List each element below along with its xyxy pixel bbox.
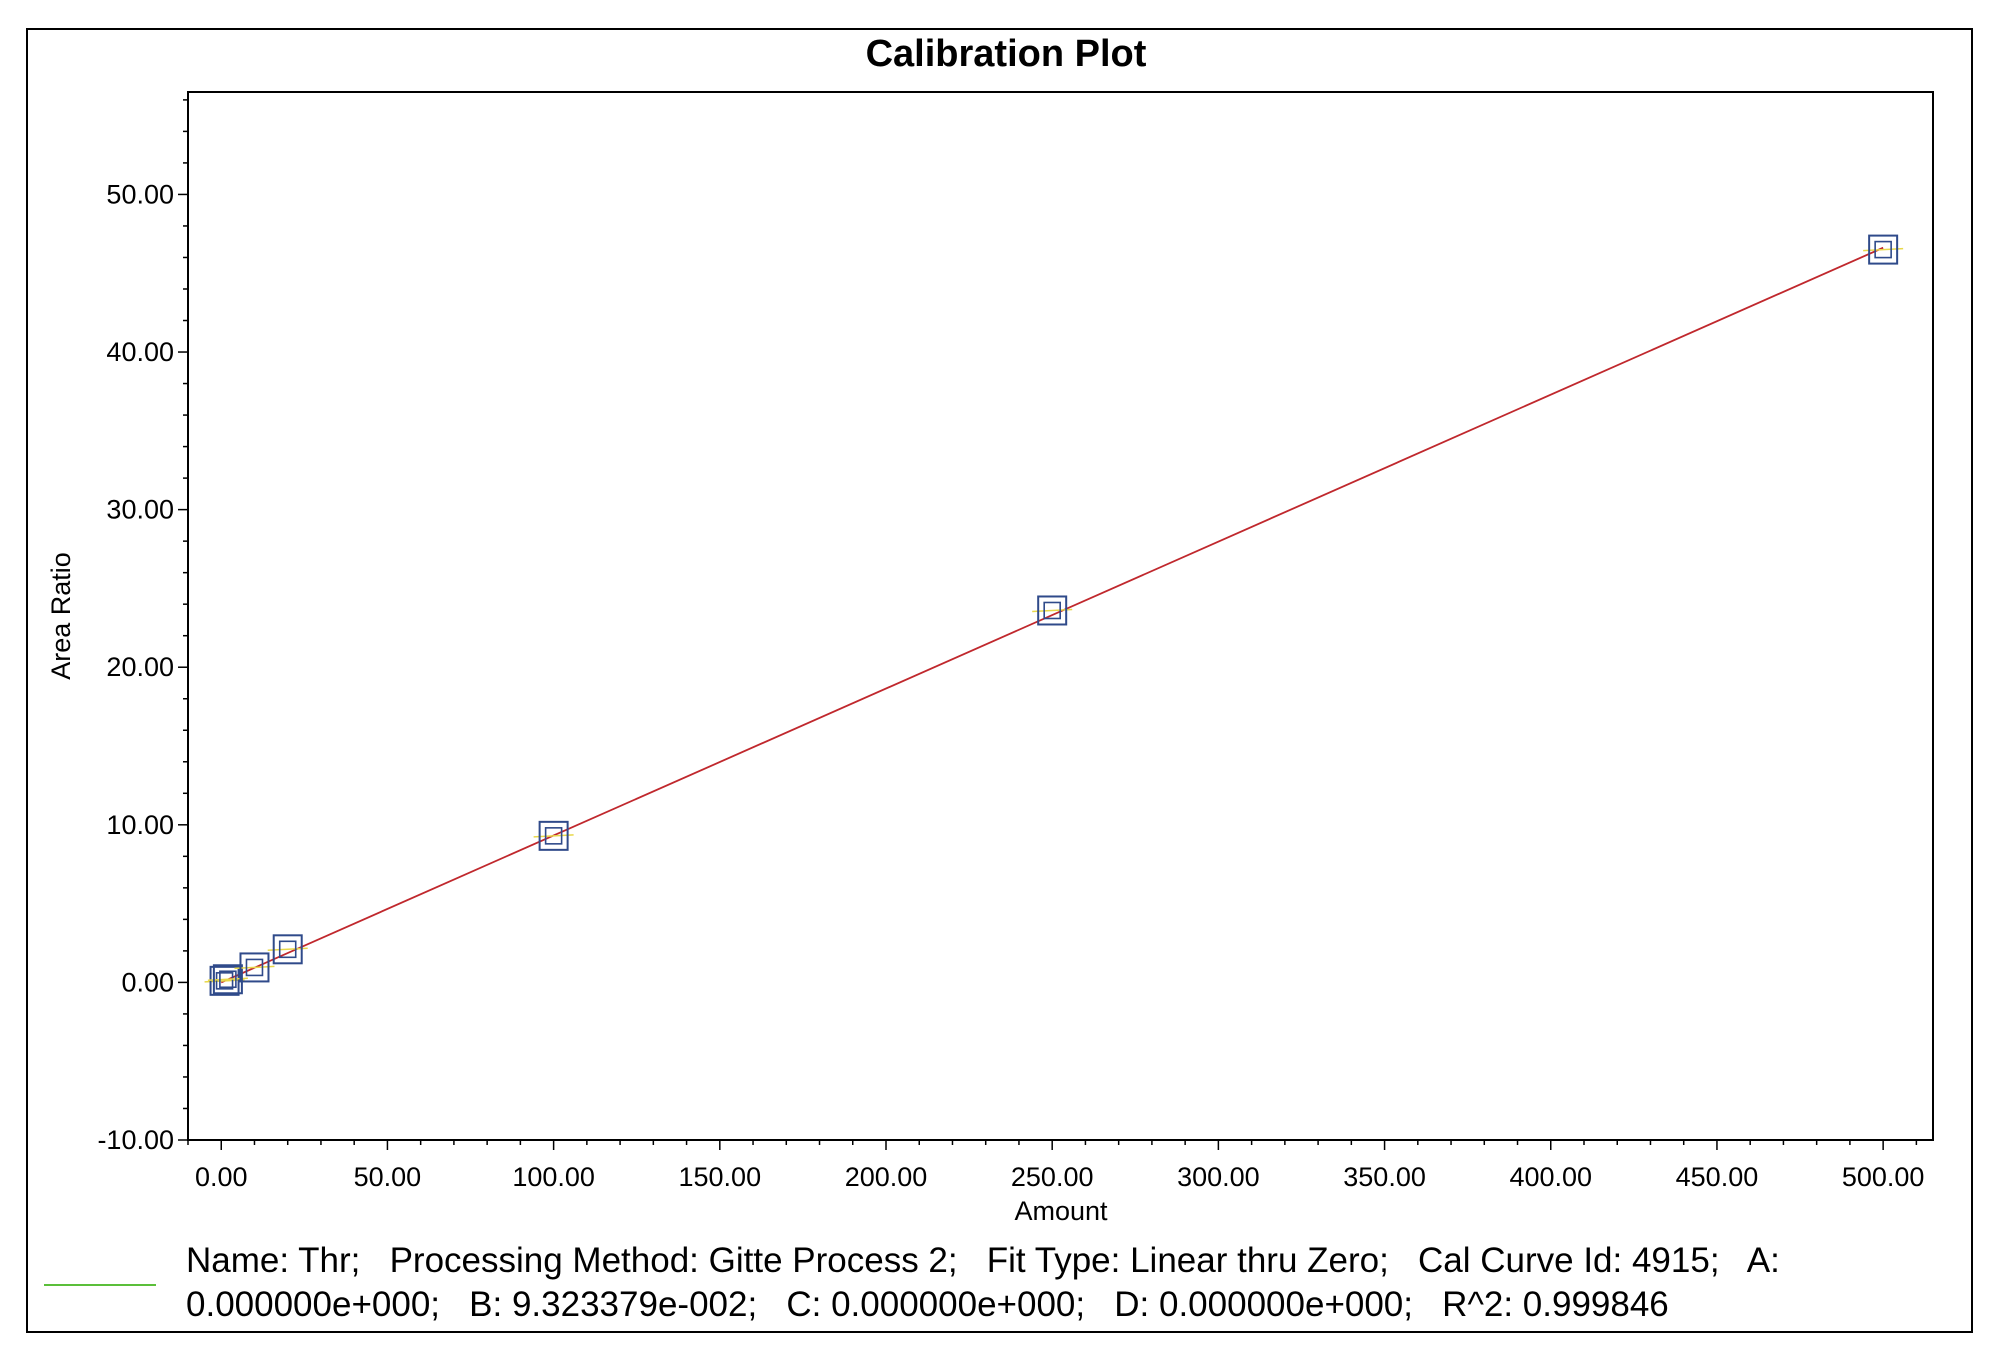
x-tick-label: 400.00 xyxy=(1509,1162,1592,1192)
y-tick-label: 30.00 xyxy=(106,495,174,525)
data-point-inner-square xyxy=(245,958,264,977)
data-point-inner-square xyxy=(544,827,563,845)
chart-title: Calibration Plot xyxy=(866,33,1147,75)
x-tick-label: 50.00 xyxy=(354,1162,422,1192)
y-tick-label: 0.00 xyxy=(121,967,174,997)
data-point-inner-square xyxy=(219,970,237,989)
legend-line-swatch xyxy=(44,1284,156,1286)
data-point xyxy=(1032,595,1073,626)
chart-frame xyxy=(26,28,1973,1333)
y-axis-label: Area Ratio xyxy=(46,552,76,680)
plot-area xyxy=(187,91,1934,1141)
x-tick-label: 100.00 xyxy=(512,1162,595,1192)
data-point-inner-square xyxy=(1874,240,1892,259)
data-point-outer-square xyxy=(1868,234,1899,265)
x-tick-label: 300.00 xyxy=(1177,1162,1260,1192)
data-point-outer-square xyxy=(538,820,569,851)
x-axis-label: Amount xyxy=(1014,1196,1108,1226)
data-point-inner-square xyxy=(215,972,234,990)
legend-text: Name: Thr; Processing Method: Gitte Proc… xyxy=(186,1241,1790,1324)
x-tick-label: 0.00 xyxy=(195,1162,248,1192)
fit-line xyxy=(220,246,1884,984)
x-tick-label: 450.00 xyxy=(1676,1162,1759,1192)
x-tick-label: 350.00 xyxy=(1343,1162,1426,1192)
data-point-inner-square xyxy=(1043,601,1061,620)
y-tick-label: 50.00 xyxy=(106,179,174,209)
data-point-outer-square xyxy=(272,934,303,965)
fit-line-layer xyxy=(220,246,1884,984)
data-point-inner-square xyxy=(278,940,297,959)
y-tick-label: 20.00 xyxy=(106,652,174,682)
y-tick-label: -10.00 xyxy=(97,1125,174,1155)
y-axis: -10.00 0.00 10.00 20.00 30.00 40.00 50.00 xyxy=(97,99,188,1155)
data-point-outer-square xyxy=(239,952,270,983)
y-tick-label: 40.00 xyxy=(106,337,174,367)
data-point xyxy=(267,934,308,965)
data-point xyxy=(533,820,574,851)
x-axis: 0.00 50.00 100.00 150.00 200.00 250.00 300.00 3… xyxy=(187,1140,1925,1192)
data-point-outer-square xyxy=(1037,595,1068,626)
data-point xyxy=(1863,234,1904,265)
legend: Name: Thr; Processing Method: Gitte Proc… xyxy=(44,1241,1964,1332)
x-tick-label: 150.00 xyxy=(679,1162,762,1192)
x-tick-label: 500.00 xyxy=(1842,1162,1925,1192)
y-tick-label: 10.00 xyxy=(106,810,174,840)
data-points-layer xyxy=(204,234,1904,996)
x-tick-label: 250.00 xyxy=(1011,1162,1094,1192)
x-tick-label: 200.00 xyxy=(845,1162,928,1192)
data-point-outer-square xyxy=(212,964,243,995)
data-point xyxy=(234,952,275,983)
